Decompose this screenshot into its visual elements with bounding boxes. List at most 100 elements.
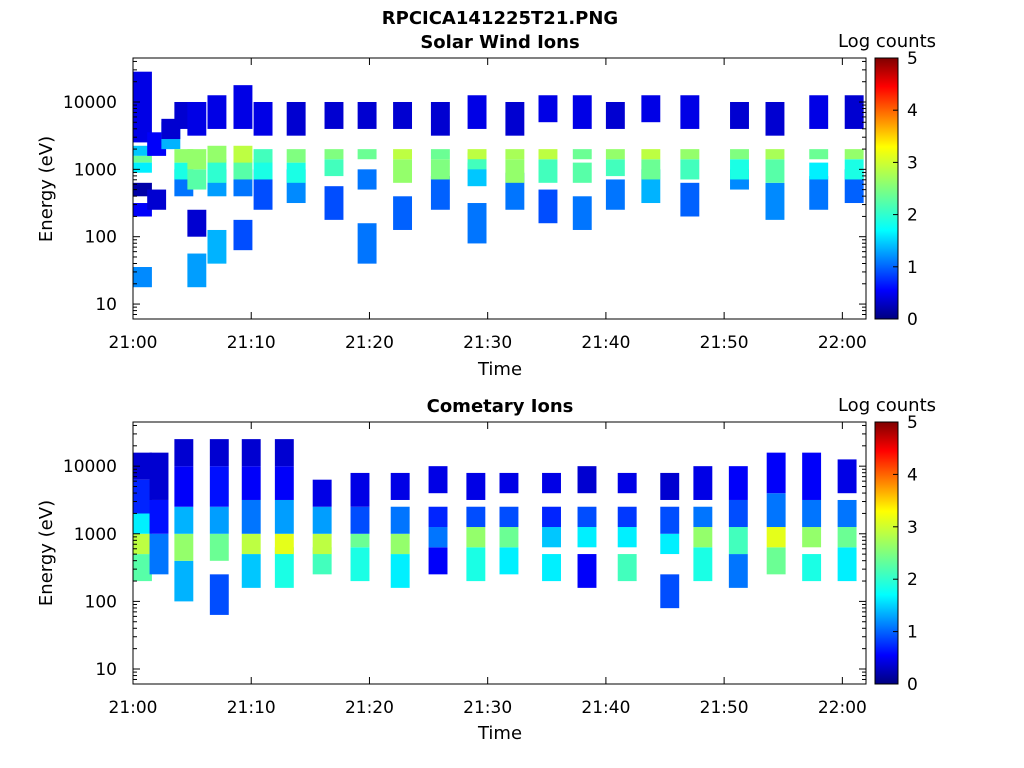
spectrogram-cell	[542, 472, 561, 494]
spectrogram-cell	[660, 533, 680, 555]
spectrogram-cell	[233, 159, 253, 180]
spectrogram-cell	[187, 253, 207, 288]
spectrogram-cell	[538, 149, 558, 160]
spectrogram-cell	[209, 439, 229, 467]
spectrogram-cell	[660, 472, 680, 500]
y-tick-label: 1000	[74, 525, 117, 545]
spectrogram-cell	[809, 162, 829, 180]
spectrogram-cells	[133, 439, 857, 615]
x-tick-label: 21:00	[109, 698, 158, 718]
spectrogram-cell	[577, 466, 597, 494]
spectrogram-cell	[542, 506, 561, 528]
spectrogram-cell	[241, 499, 261, 534]
spectrogram-cell	[617, 506, 637, 528]
spectrogram-cell	[765, 159, 785, 183]
spectrogram-cell	[577, 554, 597, 588]
colorbar-label: Log counts	[838, 395, 936, 416]
spectrogram-cell	[693, 547, 713, 582]
spectrogram-cell	[274, 533, 294, 555]
spectrogram-cell	[312, 479, 332, 507]
spectrogram-cell	[844, 159, 864, 180]
spectrogram-cell	[207, 145, 227, 163]
spectrogram-cell	[641, 149, 661, 160]
spectrogram-cell	[428, 547, 448, 575]
spectrogram-cell	[312, 506, 332, 534]
spectrogram-cell	[209, 506, 229, 534]
spectrogram-cell	[430, 149, 450, 160]
colorbar-tick-label: 3	[907, 153, 918, 173]
spectrogram-cell	[357, 101, 377, 129]
spectrogram-cell	[542, 554, 561, 582]
spectrogram-cell	[802, 452, 822, 500]
spectrogram-cell	[149, 452, 169, 500]
x-tick-label: 22:00	[818, 698, 867, 718]
spectrogram-cell	[466, 547, 486, 582]
spectrogram-cell	[660, 574, 680, 609]
spectrogram-cell	[187, 101, 207, 136]
spectrogram-cell	[312, 533, 332, 555]
spectrogram-cell	[766, 493, 786, 528]
spectrogram-cell	[572, 196, 592, 230]
spectrogram-cell	[542, 527, 561, 548]
spectrogram-cell	[467, 95, 487, 129]
colorbar-tick-label: 0	[907, 675, 918, 695]
y-axis-ticks: 10 100 1000 10000	[63, 60, 866, 320]
spectrogram-cell	[393, 159, 413, 183]
spectrogram-cell	[660, 506, 680, 534]
spectrogram-cell	[390, 472, 410, 500]
x-tick-label: 21:50	[700, 333, 749, 353]
plot-frame	[132, 57, 867, 320]
y-axis-label: Energy (eV)	[36, 136, 57, 242]
spectrogram-cell	[467, 149, 487, 160]
spectrogram-cell	[357, 223, 377, 264]
y-tick-label: 10	[95, 660, 117, 680]
spectrogram-cell	[765, 149, 785, 160]
spectrogram-cell	[187, 209, 207, 237]
spectrogram-cell	[466, 506, 486, 528]
spectrogram-cell	[133, 452, 152, 480]
spectrogram-cell	[133, 267, 152, 288]
spectrogram-cell	[765, 101, 785, 136]
spectrogram-cell	[174, 533, 194, 561]
spectrogram-cell	[641, 159, 661, 180]
spectrogram-cell	[693, 527, 713, 548]
spectrogram-cell	[209, 466, 229, 507]
spectrogram-cell	[357, 149, 377, 160]
spectrogram-cell	[802, 499, 822, 528]
spectrogram-cell	[572, 95, 592, 129]
spectrogram-cell	[605, 149, 625, 160]
spectrogram-cell	[390, 533, 410, 555]
spectrogram-cell	[428, 466, 448, 494]
colorbar-tick-label: 2	[907, 206, 918, 226]
spectrogram-cell	[274, 499, 294, 534]
spectrogram-cell	[505, 159, 525, 183]
colorbar-tick-label: 2	[907, 570, 918, 590]
spectrogram-cell	[357, 169, 377, 190]
x-tick-label: 22:00	[818, 333, 867, 353]
spectrogram-cell	[324, 149, 344, 160]
y-axis-ticks: 10 100 1000 10000	[63, 424, 866, 685]
spectrogram-cell	[577, 506, 597, 528]
spectrogram-cell	[577, 527, 597, 548]
spectrogram-cell	[538, 95, 558, 123]
spectrogram-cell	[538, 159, 558, 183]
spectrogram-cell	[253, 149, 273, 163]
spectrogram-cell	[133, 554, 152, 582]
spectrogram-cell	[499, 527, 519, 548]
spectrogram-cell	[174, 560, 194, 602]
spectrogram-cell	[809, 95, 829, 129]
x-tick-label: 21:20	[345, 333, 394, 353]
y-tick-label: 10	[95, 295, 117, 315]
spectrogram-cell	[728, 499, 748, 528]
spectrogram-cell	[350, 533, 370, 548]
spectrogram-cell	[430, 101, 450, 136]
x-tick-label: 21:50	[700, 698, 749, 718]
spectrogram-cell	[133, 203, 152, 217]
spectrogram-cell	[730, 101, 749, 129]
spectrogram-cell	[390, 506, 410, 534]
spectrogram-cell	[466, 527, 486, 548]
spectrogram-cell	[499, 547, 519, 575]
spectrogram-cell	[809, 149, 829, 160]
spectrogram-cell	[187, 149, 207, 170]
spectrogram-cell	[149, 499, 169, 534]
